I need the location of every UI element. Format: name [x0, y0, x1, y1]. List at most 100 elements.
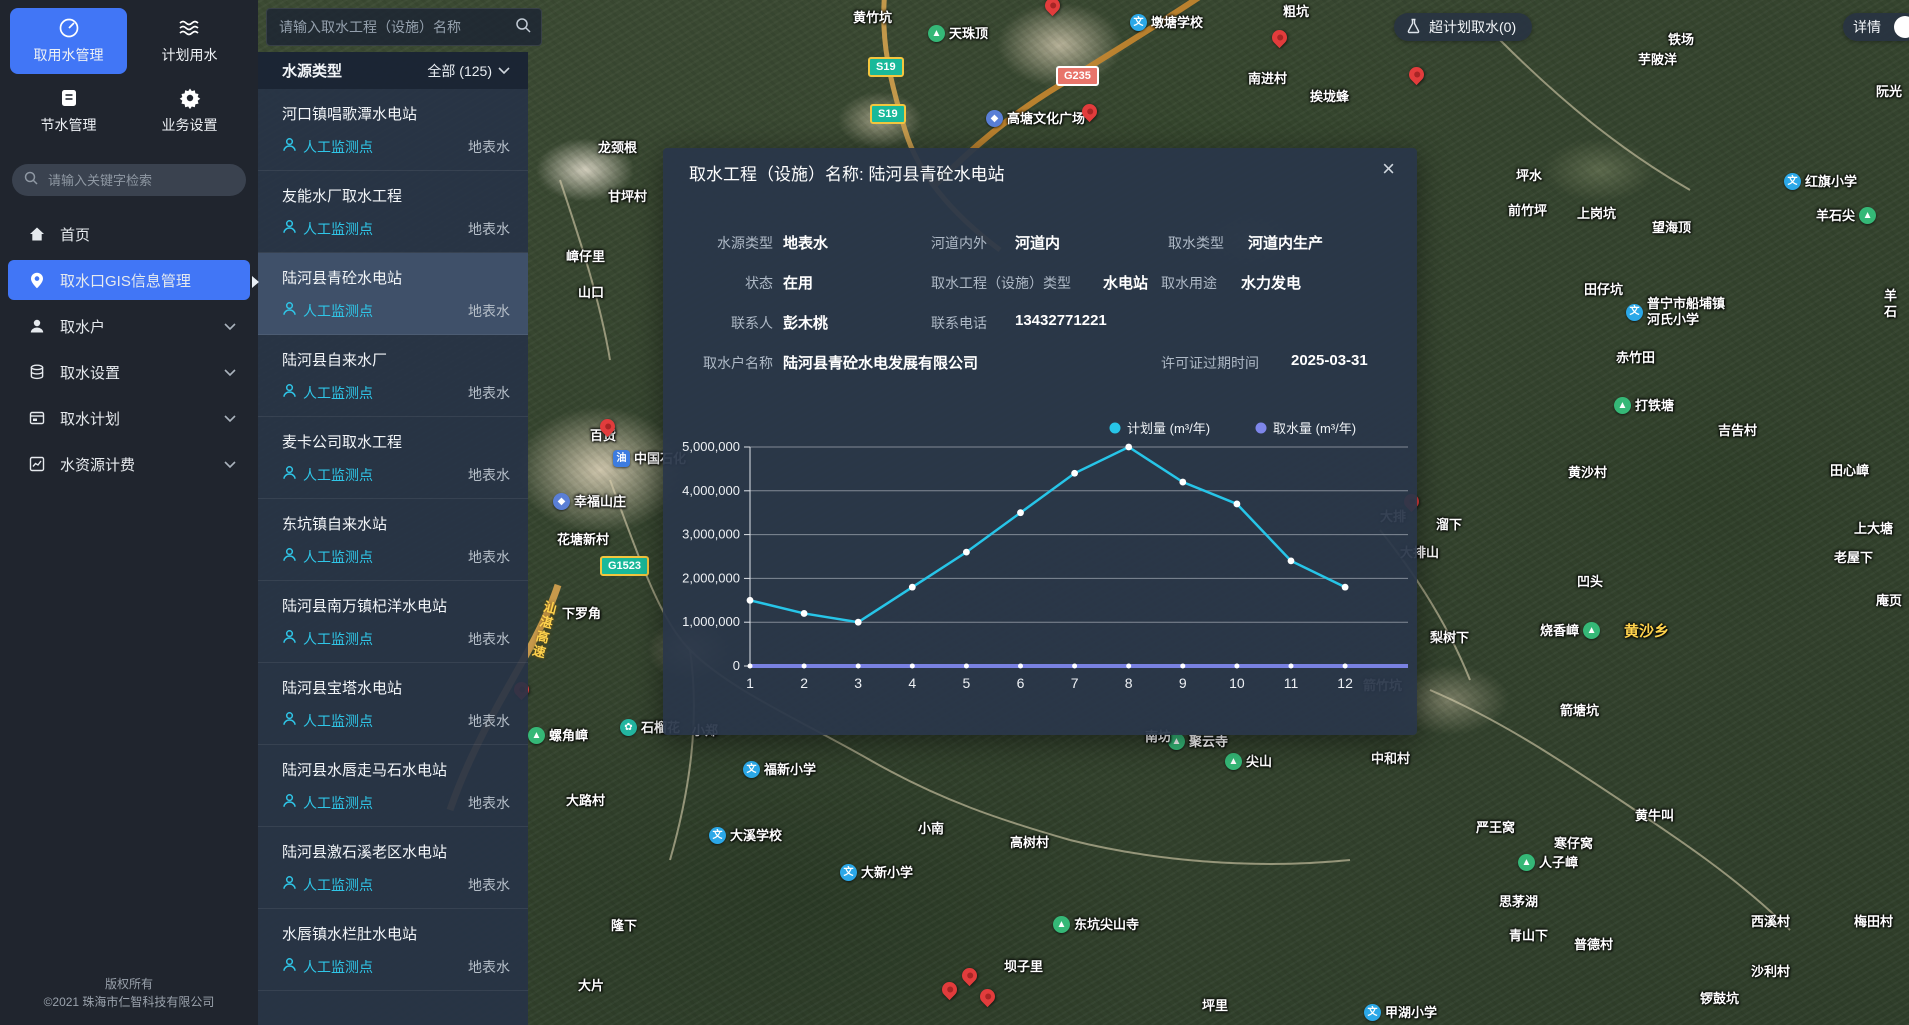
svg-text:3: 3 [854, 675, 862, 691]
station-list-item[interactable]: 陆河县水唇走马石水电站 人工监测点 地表水 [258, 745, 528, 827]
monitor-link[interactable]: 人工监测点 [303, 631, 373, 647]
map-label-text: 锣鼓坑 [1700, 991, 1740, 1006]
sidebar-item-label: 首页 [60, 226, 91, 244]
water-type-label: 地表水 [468, 221, 510, 237]
chevron-down-icon [224, 318, 236, 335]
menu-expander-icon[interactable] [252, 276, 259, 288]
field-value: 13432771221 [1015, 312, 1107, 329]
sidebar-item-2[interactable]: 取水口GIS信息管理 [8, 260, 250, 300]
station-name: 陆河县宝塔水电站 [282, 680, 403, 697]
map-label-text: 打铁塘 [1635, 397, 1675, 413]
sidebar-item-4[interactable]: 取水设置 [8, 352, 250, 392]
svg-text:12: 12 [1337, 675, 1353, 691]
legend-item[interactable]: 计划量 (m³/年) [1109, 421, 1211, 436]
gauge-icon [58, 17, 80, 39]
road-badge: S19 [868, 57, 904, 77]
map-label-text: 上岗坑 [1577, 206, 1617, 221]
monitor-link[interactable]: 人工监测点 [303, 877, 373, 893]
close-icon[interactable]: × [1382, 156, 1395, 181]
map-place-label: 烧香嶂 ▲ [1540, 622, 1601, 639]
station-list-item[interactable]: 陆河县南万镇杞洋水电站 人工监测点 地表水 [258, 581, 528, 663]
map-place-label: 大路村 [566, 793, 605, 809]
map-place-label: 黄竹坑 [853, 10, 892, 26]
over-plan-intake-button[interactable]: 超计划取水(0) [1394, 13, 1533, 41]
school-icon: 文 [1130, 14, 1147, 31]
monitor-link[interactable]: 人工监测点 [303, 221, 373, 237]
station-list-item[interactable]: 陆河县自来水厂 人工监测点 地表水 [258, 335, 528, 417]
field-value: 彭木桃 [783, 315, 829, 332]
map-label-text: 羊石 [1884, 288, 1898, 319]
station-list-panel: 水源类型 全部 (125) 河口镇唱歌潭水电站 人工监测点 地表水 友能水厂取水工程人… [258, 52, 528, 1025]
poi-icon: ◆ [986, 110, 1003, 127]
station-list-item[interactable]: 陆河县青砼水电站 人工监测点 地表水 [258, 253, 528, 335]
field-value: 水电站 [1103, 275, 1149, 292]
filter-label: 水源类型 [282, 63, 343, 80]
map-label-text: 嶂仔里 [566, 249, 606, 264]
flask-icon [1406, 18, 1421, 37]
poi-icon: ◆ [553, 493, 570, 510]
sidebar-item-1[interactable]: 首页 [8, 214, 250, 254]
map-place-label: 嶂仔里 [566, 249, 605, 265]
map-label-text: 青山下 [1509, 928, 1549, 943]
search-icon[interactable] [515, 17, 531, 38]
monitor-link[interactable]: 人工监测点 [303, 549, 373, 565]
station-search-box[interactable] [266, 8, 542, 46]
module-tile-1[interactable]: 取用水管理 [10, 8, 127, 74]
monitor-link[interactable]: 人工监测点 [303, 795, 373, 811]
road-badge: S19 [870, 104, 906, 124]
sidebar-search-input[interactable] [46, 171, 234, 189]
sidebar-search[interactable] [12, 164, 246, 196]
map-label-text: 望海顶 [1652, 220, 1692, 235]
location-pin-icon [28, 272, 46, 289]
field-label: 联系电话 [931, 315, 987, 331]
map-label-text: 溜下 [1436, 517, 1463, 532]
school-icon: 文 [1784, 173, 1801, 190]
sidebar-item-3[interactable]: 取水户 [8, 306, 250, 346]
detail-toggle[interactable]: 详情 [1843, 13, 1909, 41]
station-search-input[interactable] [277, 18, 515, 36]
field-label: 取水类型 [1168, 235, 1224, 251]
monitor-link[interactable]: 人工监测点 [303, 303, 373, 319]
person-icon [282, 711, 297, 731]
map-label-text: 庵页 [1876, 593, 1903, 608]
svg-text:6: 6 [1017, 675, 1025, 691]
chevron-down-icon [224, 364, 236, 381]
module-tile-2[interactable]: 计划用水 [131, 8, 248, 74]
map-label-text: 福新小学 [764, 761, 817, 777]
map-place-label: 文大溪学校 [709, 827, 782, 844]
map-place-label: 黄沙乡 [1624, 624, 1669, 640]
monitor-link[interactable]: 人工监测点 [303, 959, 373, 975]
sidebar-item-label: 取水设置 [60, 364, 121, 382]
station-list-item[interactable]: 河口镇唱歌潭水电站 人工监测点 地表水 [258, 89, 528, 171]
monitor-link[interactable]: 人工监测点 [303, 139, 373, 155]
school-icon: 文 [743, 761, 760, 778]
notebook-icon [58, 87, 80, 109]
monitor-link[interactable]: 人工监测点 [303, 467, 373, 483]
module-tile-3[interactable]: 节水管理 [10, 78, 127, 144]
map-place-label: 甘坪村 [608, 189, 647, 205]
monitor-link[interactable]: 人工监测点 [303, 385, 373, 401]
map-place-label: 锣鼓坑 [1700, 991, 1739, 1007]
database-icon [28, 364, 46, 380]
legend-item[interactable]: 取水量 (m³/年) [1255, 421, 1357, 436]
map-place-label: 文红旗小学 [1784, 173, 1857, 190]
station-list-item[interactable]: 友能水厂取水工程 人工监测点 地表水 [258, 171, 528, 253]
monitor-link[interactable]: 人工监测点 [303, 713, 373, 729]
water-type-label: 地表水 [468, 139, 510, 155]
sidebar-item-5[interactable]: 取水计划 [8, 398, 250, 438]
billing-icon [28, 456, 46, 472]
filter-dropdown[interactable]: 全部 (125) [427, 61, 510, 81]
station-list-item[interactable]: 陆河县宝塔水电站 人工监测点 地表水 [258, 663, 528, 745]
station-list-item[interactable]: 水唇镇水栏肚水电站 人工监测点 地表水 [258, 909, 528, 991]
map-label-text: 尖山 [1246, 753, 1273, 769]
map-place-label: 芋陂洋 [1638, 52, 1677, 68]
map-label-text: 芋陂洋 [1638, 52, 1678, 67]
sidebar-item-6[interactable]: 水资源计费 [8, 444, 250, 484]
station-name: 陆河县南万镇杞洋水电站 [282, 598, 448, 615]
map-place-label: 坪里 [1202, 998, 1228, 1014]
station-list-item[interactable]: 麦卡公司取水工程 人工监测点 地表水 [258, 417, 528, 499]
station-list-item[interactable]: 陆河县激石溪老区水电站 人工监测点 地表水 [258, 827, 528, 909]
module-tile-4[interactable]: 业务设置 [131, 78, 248, 144]
station-list-item[interactable]: 东坑镇自来水站 人工监测点 地表水 [258, 499, 528, 581]
